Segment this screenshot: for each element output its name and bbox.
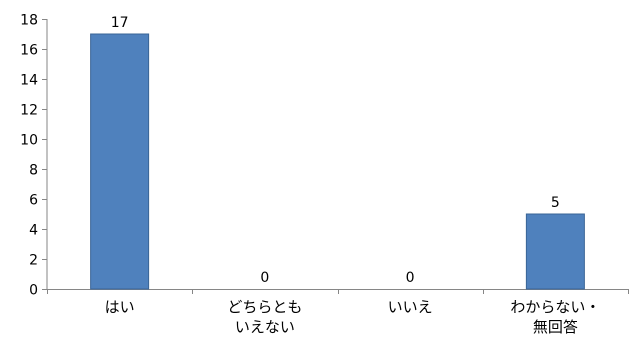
- data-label: 5: [551, 195, 560, 211]
- x-category-label: わからない・無回答: [510, 298, 600, 336]
- y-tick-label: 14: [20, 73, 38, 89]
- y-tick-label: 0: [29, 283, 38, 299]
- y-axis: 0 2 4 6 8 10 12 14 16 18: [20, 13, 48, 299]
- x-category-label-line: 無回答: [533, 318, 578, 336]
- bar: [525, 213, 585, 290]
- y-tick-label: 4: [29, 223, 38, 239]
- data-labels: 17 0 0 5: [111, 15, 560, 286]
- x-category-label: どちらともいえない: [227, 298, 302, 336]
- y-tick-label: 18: [20, 13, 38, 29]
- y-tick-label: 10: [20, 133, 38, 149]
- y-tick-label: 2: [29, 253, 38, 269]
- x-category-label-line: いいえ: [388, 298, 433, 316]
- data-label: 0: [406, 270, 415, 286]
- data-label: 17: [111, 15, 129, 31]
- y-tick-label: 8: [29, 163, 38, 179]
- y-tick-label: 16: [20, 43, 38, 59]
- data-label: 0: [260, 270, 269, 286]
- bars: [90, 33, 585, 290]
- bar: [90, 33, 150, 290]
- x-category-label-line: どちらとも: [227, 298, 302, 316]
- x-category-label-line: はい: [105, 298, 135, 316]
- y-tick-label: 6: [29, 193, 38, 209]
- x-category-label: いいえ: [388, 298, 433, 316]
- x-category-label-line: わからない・: [510, 298, 600, 316]
- x-category-label: はい: [105, 298, 135, 316]
- y-tick-label: 12: [20, 103, 38, 119]
- x-axis: はい どちらともいえない いいえ わからない・無回答: [47, 289, 629, 336]
- x-category-label-line: いえない: [235, 318, 295, 336]
